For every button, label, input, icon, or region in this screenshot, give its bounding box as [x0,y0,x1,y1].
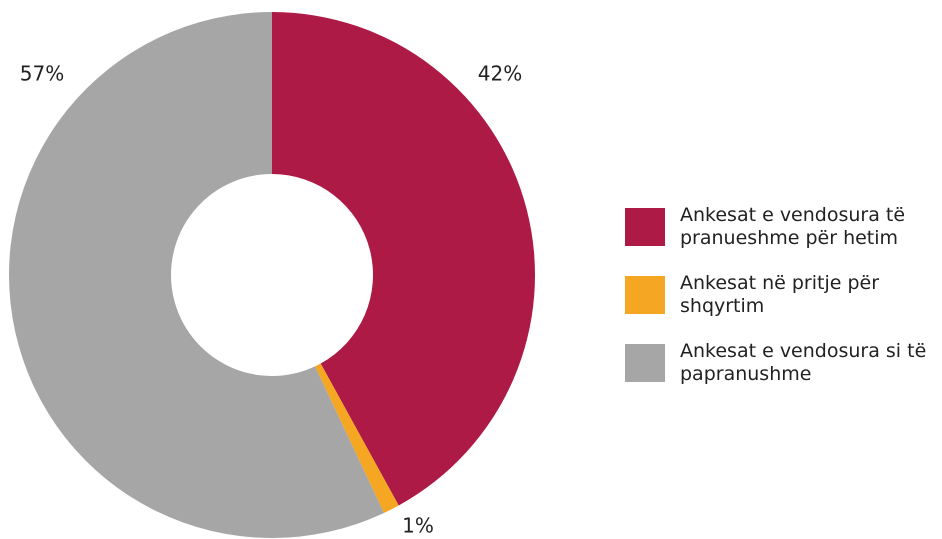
legend-swatch [625,344,665,382]
legend-item: Ankesat në pritje për shqyrtim [625,272,942,318]
value-label: 57% [20,62,64,86]
legend-item: Ankesat e vendosura si të papranushme [625,340,942,386]
legend-label: Ankesat e vendosura të pranueshme për he… [680,204,906,249]
legend-label: Ankesat e vendosura si të papranushme [680,340,927,385]
legend-label: Ankesat në pritje për shqyrtim [680,272,880,317]
legend-swatch [625,208,665,246]
donut-segment [272,12,535,506]
value-label: 1% [402,514,434,538]
donut-segment [8,12,384,538]
legend: Ankesat e vendosura të pranueshme për he… [625,204,942,408]
legend-item: Ankesat e vendosura të pranueshme për he… [625,204,942,250]
value-label: 42% [478,62,522,86]
donut-segment [315,363,399,513]
legend-swatch [625,276,665,314]
